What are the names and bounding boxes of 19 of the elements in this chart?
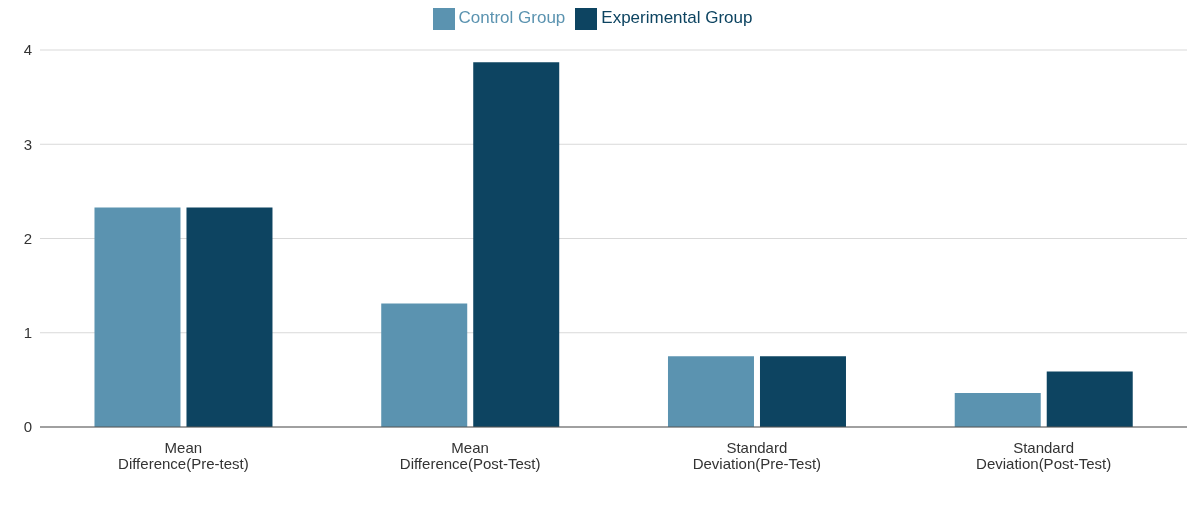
legend-label: Experimental Group bbox=[601, 8, 753, 28]
y-tick-label: 1 bbox=[23, 324, 32, 342]
bar bbox=[473, 62, 560, 427]
x-tick-label: Standard Deviation(Post-Test) bbox=[976, 438, 1112, 472]
y-tick-label: 2 bbox=[23, 229, 32, 247]
bar bbox=[186, 207, 273, 427]
x-tick-label: Mean Difference(Post-Test) bbox=[399, 438, 541, 472]
legend-label: Control Group bbox=[458, 8, 566, 28]
bar bbox=[94, 207, 181, 427]
bar bbox=[381, 303, 468, 427]
bar bbox=[1046, 371, 1133, 427]
x-tick-label: Mean Difference(Pre-test) bbox=[118, 438, 249, 472]
bar bbox=[954, 393, 1041, 427]
y-tick-label: 0 bbox=[23, 418, 32, 436]
y-tick-label: 4 bbox=[23, 41, 32, 59]
x-tick-label: Standard Deviation(Pre-Test) bbox=[692, 438, 822, 472]
bar bbox=[759, 356, 846, 427]
y-tick-label: 3 bbox=[23, 135, 32, 153]
bar bbox=[667, 356, 754, 427]
